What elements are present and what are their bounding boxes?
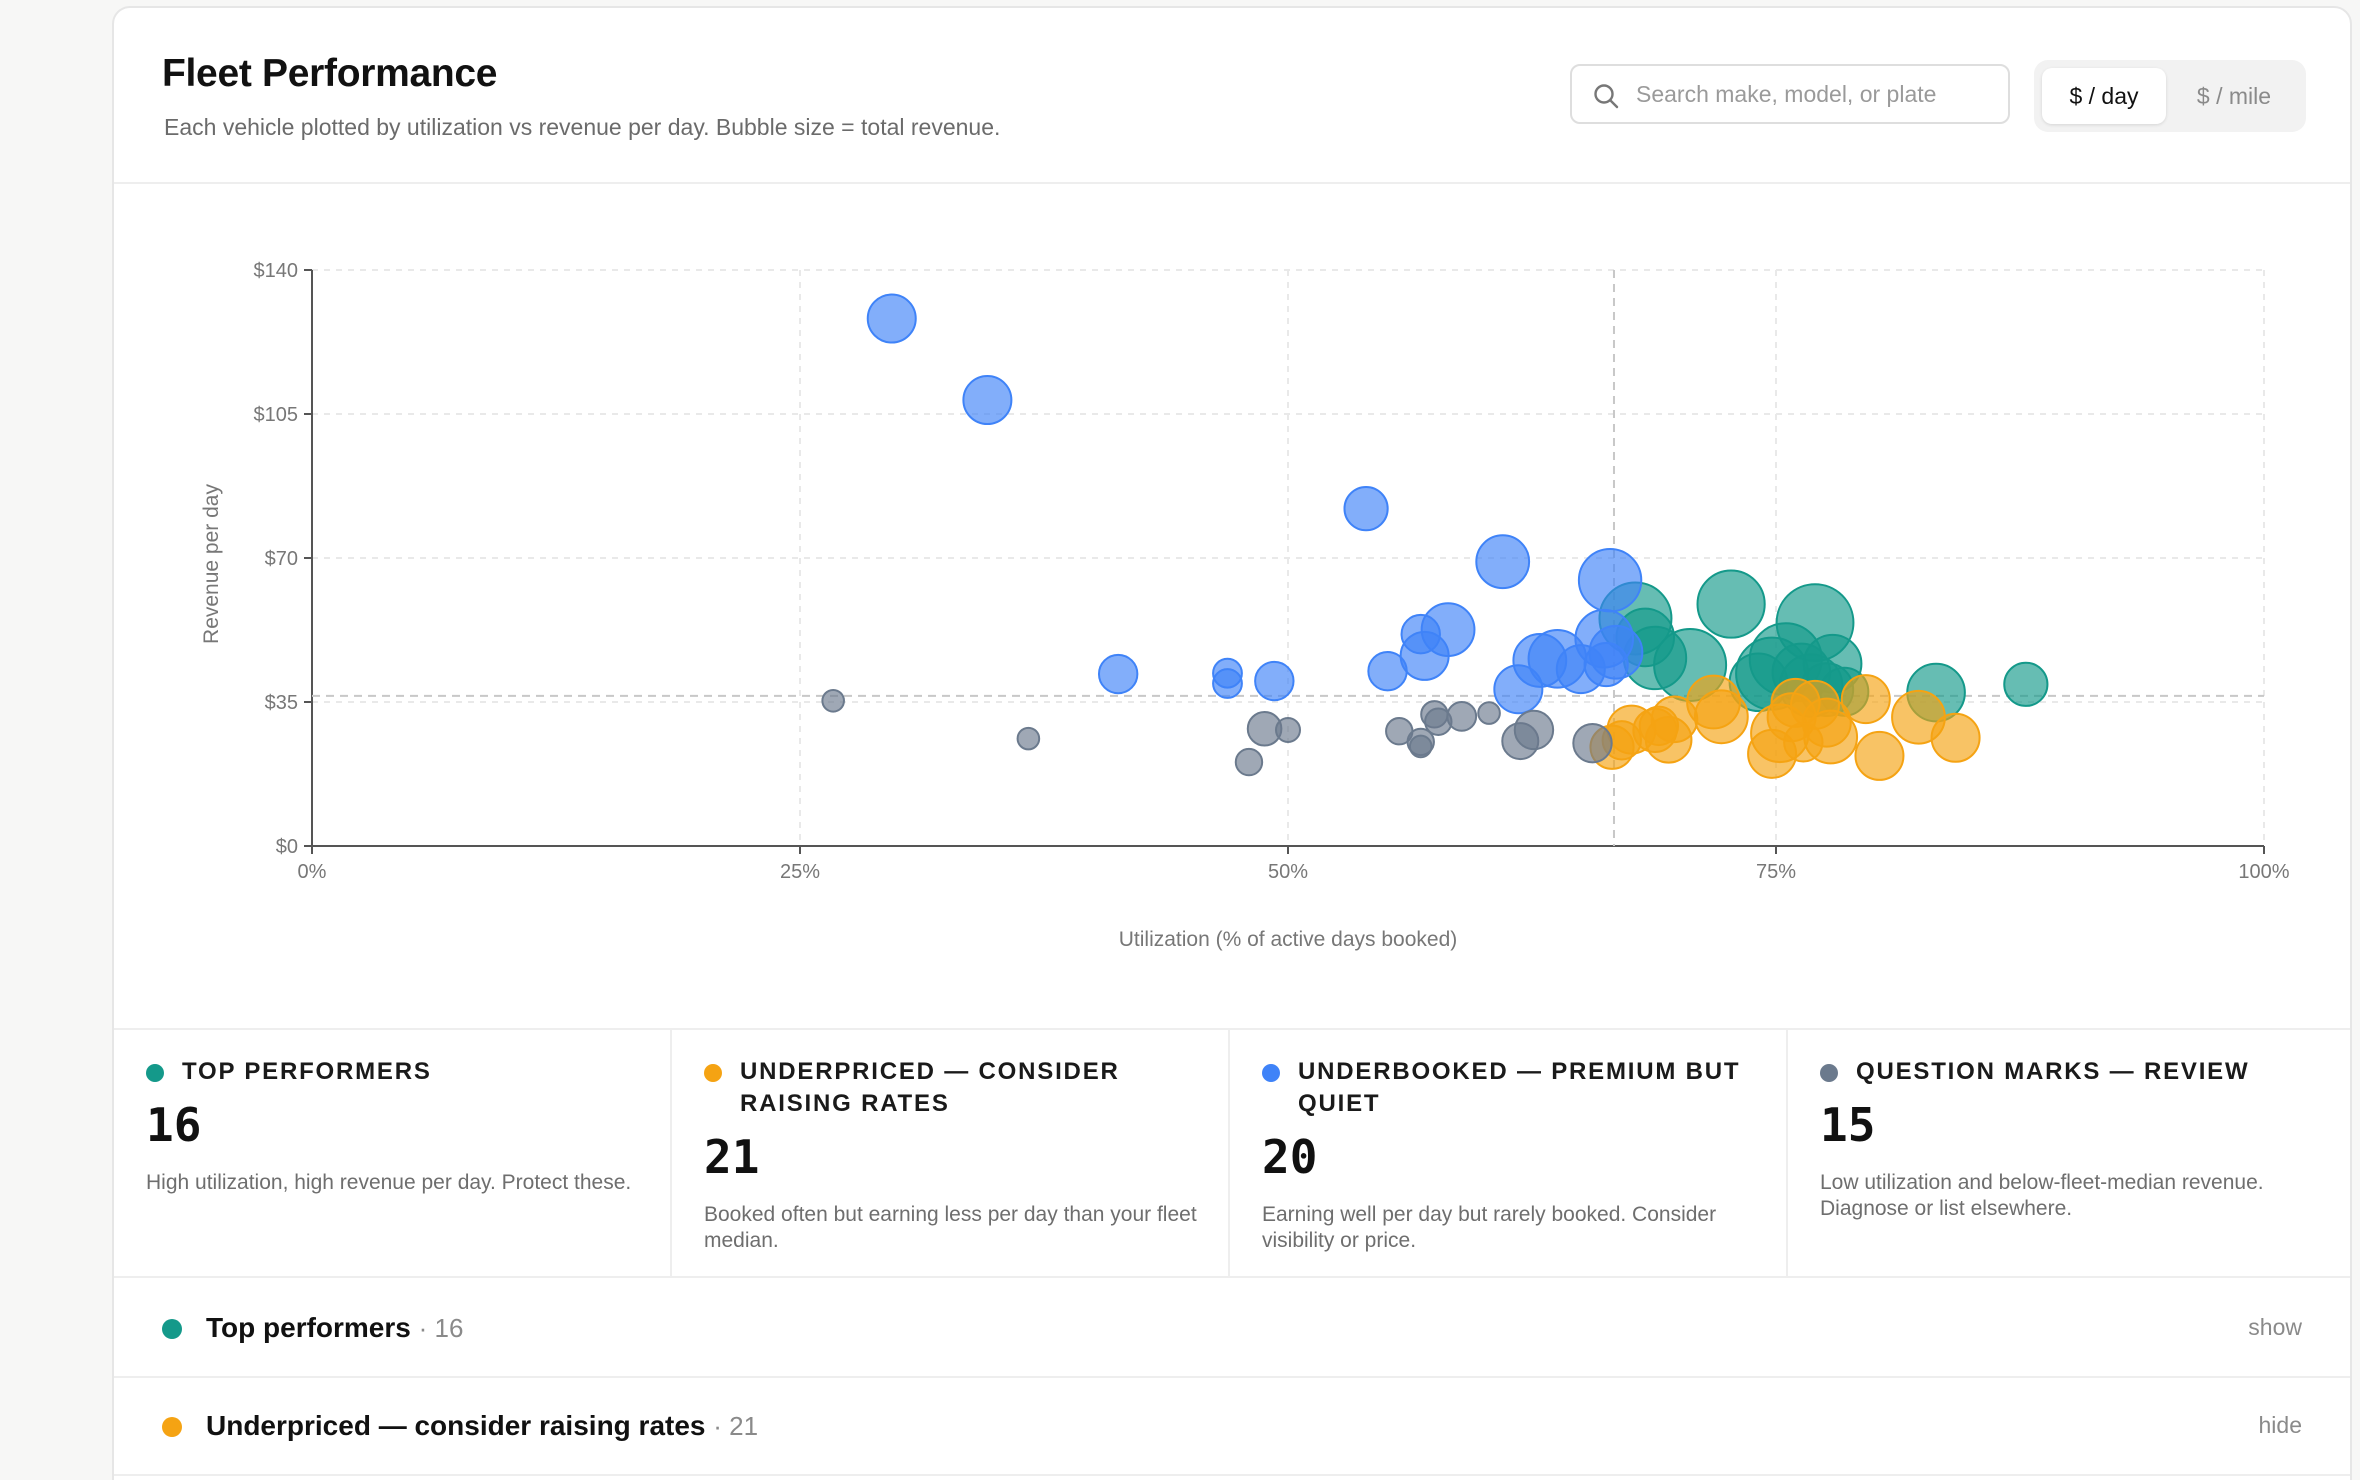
data-bubble[interactable] xyxy=(1840,674,1891,725)
group-count: · 16 xyxy=(418,1313,464,1343)
quadrant-underpriced: UNDERPRICED — CONSIDER RAISING RATES 21 … xyxy=(672,1030,1230,1278)
x-axis-title: Utilization (% of active days booked) xyxy=(1119,928,1458,951)
y-tick-label: $140 xyxy=(254,260,299,282)
bubble-chart: $0 $35 $70 $105 $140 0% 25% 50% 75% 100% Utilizati… xyxy=(200,260,2290,951)
group-label: Top performers · 16 xyxy=(206,1312,463,1344)
quadrant-title: UNDERBOOKED — PREMIUM BUT QUIET xyxy=(1298,1058,1741,1117)
quadrant-description: Booked often but earning less per day th… xyxy=(704,1203,1197,1252)
data-bubble[interactable] xyxy=(1097,653,1139,695)
quadrant-description: Earning well per day but rarely booked. … xyxy=(1262,1203,1717,1252)
data-bubble[interactable] xyxy=(1572,722,1613,764)
data-bubble[interactable] xyxy=(866,293,917,344)
data-bubble[interactable] xyxy=(962,375,1013,426)
card-header: Fleet Performance Each vehicle plotted b… xyxy=(114,8,2350,184)
quadrant-color-dot xyxy=(1820,1064,1838,1082)
data-bubble[interactable] xyxy=(1783,722,1824,763)
data-bubble[interactable] xyxy=(1693,689,1749,745)
search-box[interactable] xyxy=(1570,64,2010,124)
data-bubble[interactable] xyxy=(1475,534,1531,590)
data-bubble[interactable] xyxy=(1408,734,1433,759)
group-name: Top performers xyxy=(206,1312,411,1343)
hide-toggle[interactable]: hide xyxy=(2258,1412,2302,1438)
page-title: Fleet Performance xyxy=(162,52,498,95)
search-input[interactable] xyxy=(1636,66,1996,122)
search-icon xyxy=(1594,84,1619,109)
quadrant-description: Low utilization and below-fleet-median r… xyxy=(1820,1171,2264,1220)
data-bubble[interactable] xyxy=(1234,747,1264,777)
data-bubble[interactable] xyxy=(1420,602,1476,657)
quadrant-title: QUESTION MARKS — REVIEW xyxy=(1856,1058,2250,1085)
data-bubble[interactable] xyxy=(1513,709,1555,751)
data-bubble[interactable] xyxy=(2003,661,2049,707)
chart-area: $0 $35 $70 $105 $140 0% 25% 50% 75% 100% Utilizati… xyxy=(114,186,2350,1028)
y-tick-label: $35 xyxy=(265,692,298,714)
data-bubble[interactable] xyxy=(1588,624,1644,680)
quadrant-count: 16 xyxy=(146,1098,202,1152)
quadrant-summary: TOP PERFORMERS 16 High utilization, high… xyxy=(114,1028,2350,1278)
data-bubble[interactable] xyxy=(1477,701,1501,725)
data-bubble[interactable] xyxy=(1577,548,1643,613)
group-row-underpriced[interactable]: Underpriced — consider raising rates · 2… xyxy=(114,1378,2350,1476)
data-bubble[interactable] xyxy=(1254,660,1295,702)
quadrant-description: High utilization, high revenue per day. … xyxy=(146,1171,632,1194)
group-color-dot xyxy=(162,1319,182,1339)
data-bubble[interactable] xyxy=(1930,712,1981,763)
group-count: · 21 xyxy=(713,1411,759,1441)
quadrant-title: UNDERPRICED — CONSIDER RAISING RATES xyxy=(740,1058,1120,1117)
x-tick-label: 50% xyxy=(1268,861,1308,883)
quadrant-color-dot xyxy=(146,1064,164,1082)
y-tick-label: $0 xyxy=(276,836,298,858)
y-axis-title: Revenue per day xyxy=(200,484,223,644)
y-tick-label: $70 xyxy=(265,548,298,570)
data-bubble[interactable] xyxy=(1275,716,1301,743)
quadrant-color-dot xyxy=(704,1064,722,1082)
toggle-per-mile[interactable]: $ / mile xyxy=(2196,83,2272,109)
quadrant-top-performers: TOP PERFORMERS 16 High utilization, high… xyxy=(114,1030,672,1278)
x-tick-label: 100% xyxy=(2238,861,2289,883)
y-tick-label: $105 xyxy=(254,404,299,426)
page-subtitle: Each vehicle plotted by utilization vs r… xyxy=(164,114,1001,140)
data-bubble[interactable] xyxy=(1016,726,1041,751)
group-name: Underpriced — consider raising rates xyxy=(206,1410,706,1441)
group-label: Underpriced — consider raising rates · 2… xyxy=(206,1410,758,1442)
quadrant-question-marks: QUESTION MARKS — REVIEW 15 Low utilizati… xyxy=(1788,1030,2350,1278)
quadrant-color-dot xyxy=(1262,1064,1280,1082)
quadrant-count: 21 xyxy=(704,1130,760,1184)
toggle-per-day[interactable]: $ / day xyxy=(2042,68,2166,124)
data-bubble[interactable] xyxy=(1212,668,1243,699)
quadrant-underbooked: UNDERBOOKED — PREMIUM BUT QUIET 20 Earni… xyxy=(1230,1030,1788,1278)
data-bubble[interactable] xyxy=(1343,486,1389,532)
data-bubble[interactable] xyxy=(821,688,845,713)
group-row-top-performers[interactable]: Top performers · 16 show xyxy=(114,1280,2350,1378)
x-tick-label: 25% xyxy=(780,861,820,883)
quadrant-count: 15 xyxy=(1820,1098,1876,1152)
x-tick-label: 0% xyxy=(298,861,327,883)
data-bubble[interactable] xyxy=(1446,701,1478,732)
data-bubble[interactable] xyxy=(1696,569,1766,639)
show-toggle[interactable]: show xyxy=(2248,1314,2302,1340)
group-color-dot xyxy=(162,1417,182,1437)
metric-toggle: $ / day $ / mile xyxy=(2034,60,2306,132)
data-bubble[interactable] xyxy=(1854,730,1905,781)
quadrant-count: 20 xyxy=(1262,1130,1318,1184)
x-tick-label: 75% xyxy=(1756,861,1796,883)
fleet-performance-card: Fleet Performance Each vehicle plotted b… xyxy=(112,6,2352,1480)
quadrant-title: TOP PERFORMERS xyxy=(182,1058,432,1085)
